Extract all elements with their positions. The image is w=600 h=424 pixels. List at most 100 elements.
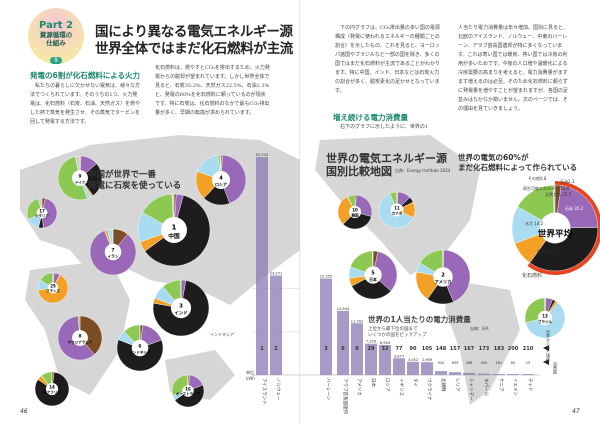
bar-category-label: チャド [527, 378, 533, 391]
pie-center [537, 310, 553, 326]
pie-rank: 16 [185, 387, 191, 392]
bar-value-label: 3,052 [408, 358, 418, 362]
badge-subtitle-2: 仕組み [46, 39, 66, 47]
bar-chart-subtitle-1: 上位から最下位の国まで [368, 327, 418, 332]
bar-7 [379, 345, 391, 375]
bar-8 [393, 358, 405, 375]
pie-country-name: サウジアラビア [68, 339, 93, 344]
bar-category-label: 日本 [370, 378, 377, 387]
bar-value-label: 65 [511, 361, 516, 365]
bar-4 [337, 310, 349, 375]
bar-value-label: 7,259 [366, 340, 377, 344]
bar-13 [463, 372, 475, 375]
title-line-1: 国により異なる電気エネルギー源 [95, 24, 293, 40]
fossil-label: 化石燃料 [522, 273, 543, 279]
section-heading-fossil: 発電の6割が化石燃料による火力 [30, 71, 140, 80]
pie-country-name: ロシア [215, 182, 227, 187]
section-heading-consumption: 増え続ける電力消費量 [333, 113, 408, 122]
south-america-land [445, 280, 520, 405]
map-title: 世界の電気エネルギー源 国別比較地図 [326, 152, 447, 178]
bar-rank-label: 90 [410, 346, 417, 352]
bar-5 [351, 323, 363, 375]
bar-2 [270, 275, 282, 375]
bar-value-label: 181 [496, 361, 503, 365]
page-number-left: 46 [20, 408, 28, 415]
bar-category-label: ネパール [483, 378, 489, 396]
pie-center [170, 297, 192, 319]
world-label-oil: 石油2.3 [560, 178, 575, 184]
map-title-line-2: 国別比較地図 [326, 165, 392, 178]
body-text-left-1: 私たちの暮らしに欠かせない電気は、様々な方法でつくられています。そのうちの1つ、… [30, 83, 141, 125]
world-note-line-2: まだ化石燃料によって作られている [458, 163, 578, 172]
bar-category-label: ロシア [384, 378, 390, 392]
bar-category-label: シリア [454, 378, 460, 392]
indonesia-map-label: インドネシア [210, 332, 234, 337]
map-source: 出典：Energy Institute 2024 [395, 168, 451, 173]
pie-country-name: ブラジル [538, 319, 552, 324]
bar-category-label: アラブ首長国連邦 [342, 378, 349, 414]
body-text-right-2: 右下のグラフに示したように、世界の1 [340, 124, 429, 130]
title-line-2: 世界全体ではまだ化石燃料が主流 [95, 41, 293, 57]
bar-rank-label: 148 [436, 346, 447, 352]
world-note-line-1: 世界の電気の60%が [458, 153, 529, 162]
bar-9 [407, 361, 419, 375]
pie-slice-coal [79, 163, 103, 196]
body-text-right-1: 下の円グラフは、CO₂排出量の多い国の電源構成（発電に使われるエネルギーの種類ご… [335, 25, 440, 94]
bar-chart-subtitle-2: いくつかの国をピックアップ [368, 333, 427, 338]
pie-country-name: アメリカ [434, 278, 451, 285]
bar-category-label: タイ [412, 378, 419, 387]
pie-country-name: フランス [46, 288, 60, 293]
pie-country-name: イタリア [35, 213, 49, 218]
bar-rank-label: 77 [396, 346, 403, 352]
pie-center [433, 267, 453, 287]
pie-center [348, 205, 362, 219]
china-note-line-2: 発電に石炭を使っている [88, 181, 182, 191]
bar-value-label: 659 [452, 361, 460, 365]
rank-arrow-icon [543, 345, 549, 351]
bar-17 [522, 374, 534, 375]
pie-rank: 13 [542, 314, 548, 319]
pie-rank: 2 [441, 273, 445, 279]
pie-rank: 14 [49, 385, 55, 390]
pie-center [47, 282, 59, 294]
pie-rank: 11 [394, 206, 400, 211]
pie-center [72, 330, 88, 346]
pie-country-name: 中国 [168, 232, 180, 240]
rank-legend: 世界から見た順位 [546, 330, 551, 362]
pie-rank: 7 [111, 248, 114, 254]
pie-slice-natural_gas [442, 249, 471, 303]
pie-country-name: カナダ [392, 211, 403, 216]
pie-country-name: 世界平均 [538, 228, 573, 240]
pie-slice-coal [529, 227, 599, 272]
badge-subtitle-1: 資源循環の [39, 31, 73, 39]
bar-12 [449, 372, 461, 375]
bar-value-label: 498 [466, 361, 474, 365]
bar-category-label: ケニア [498, 378, 505, 392]
pie-center [182, 385, 194, 397]
world-label-nuclear: 原子力 9.1 [537, 248, 557, 254]
bar-value-label: 910 [438, 361, 446, 365]
bar-rank-label: 105 [422, 346, 433, 352]
bar-rank-label: 183 [494, 346, 505, 352]
pie-rank: 3 [179, 304, 183, 310]
bar-value-label: 14,844 [337, 307, 350, 311]
bar-rank-label: 32 [382, 346, 389, 352]
body-text-right-3: 人当たり電力消費量は年々増加。国別に見ると、北欧のアイスランド、ノルウェー、中東… [458, 25, 568, 112]
bar-category-label: 北朝鮮 [440, 378, 447, 392]
bar-rank-label: 2 [274, 346, 278, 352]
pie-rank: 5 [371, 271, 374, 277]
pie-rank: 8 [78, 334, 81, 340]
bar-category-label: バーレーン [325, 378, 331, 401]
world-label-coal: 石炭 35.2 [565, 206, 584, 211]
bar-category-label: ミャンマー [468, 378, 474, 401]
bar-value-label: 6,949 [380, 341, 391, 345]
